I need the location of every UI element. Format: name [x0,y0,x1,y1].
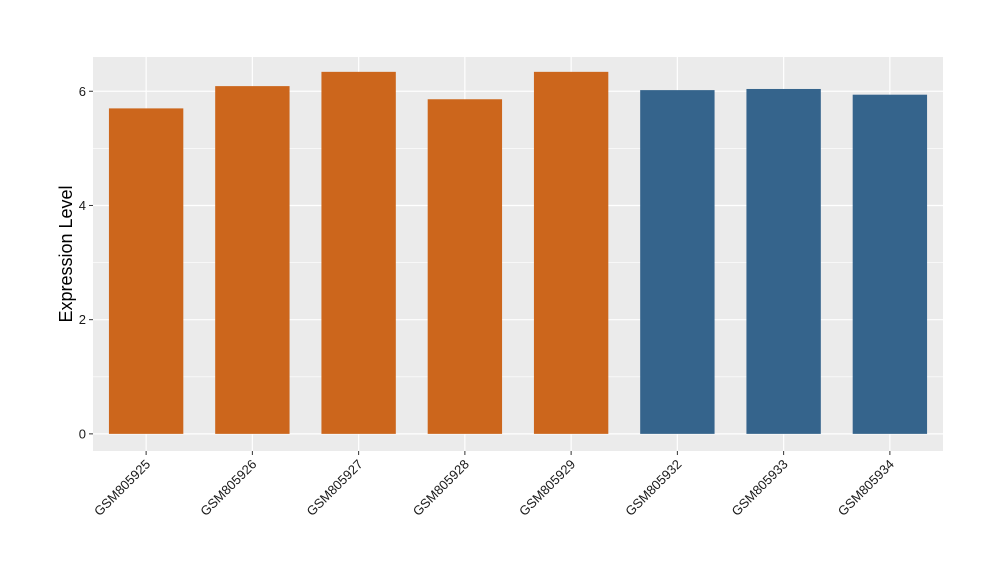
bars [108,71,928,434]
bar-GSM805933 [746,88,821,434]
bar-GSM805934 [852,94,928,434]
bar-GSM805932 [640,90,715,434]
x-tick-label: GSM805927 [304,457,366,519]
x-tick-label: GSM805932 [622,457,684,519]
y-axis-title: Expression Level [56,185,76,322]
y-axis: 0 2 4 6 [79,84,93,441]
x-tick-label: GSM805925 [91,457,153,519]
x-tick-label: GSM805933 [729,457,791,519]
y-tick-label: 6 [79,84,86,99]
bar-GSM805928 [427,99,503,434]
x-axis: GSM805925 GSM805926 GSM805927 GSM805928 GSM8… [91,451,897,519]
x-tick-label: GSM805926 [197,457,259,519]
x-tick-label: GSM805929 [516,457,578,519]
y-tick-label: 4 [79,198,86,213]
bar-GSM805929 [533,71,609,434]
bar-GSM805927 [321,71,396,434]
bar-GSM805926 [215,86,290,434]
x-tick-label: GSM805934 [835,457,897,519]
y-tick-label: 0 [79,426,86,441]
bar-GSM805925 [108,108,184,434]
y-tick-label: 2 [79,312,86,327]
x-tick-label: GSM805928 [410,457,472,519]
